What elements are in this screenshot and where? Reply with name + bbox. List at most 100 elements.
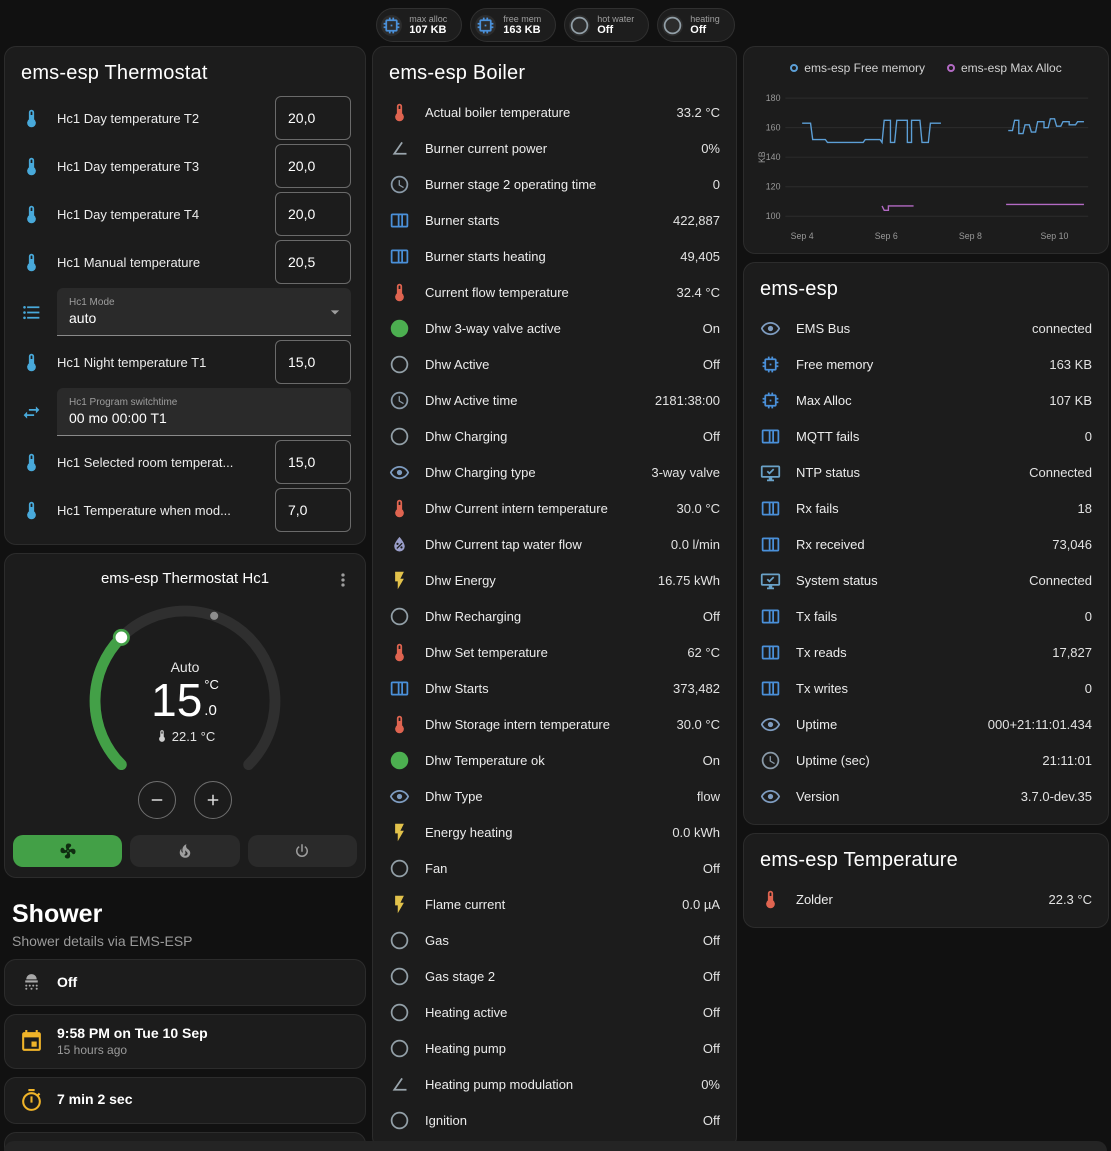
entity-label: EMS Bus xyxy=(796,320,851,336)
dial-arc[interactable] xyxy=(77,593,293,809)
shower-tile[interactable]: 7 min 2 sec xyxy=(4,1076,366,1124)
entity-label: Dhw Temperature ok xyxy=(425,752,545,768)
setting-field[interactable]: Hc1 Program switchtime 00 mo 00:00 T1 xyxy=(57,388,351,436)
entity-row[interactable]: Uptime (sec) 21:11:01 xyxy=(744,742,1108,778)
entity-row[interactable]: Version 3.7.0-dev.35 xyxy=(744,778,1108,814)
entity-label: Dhw Charging xyxy=(425,428,508,444)
hvac-mode-button[interactable] xyxy=(13,835,123,867)
shower-tile[interactable]: 9:58 PM on Tue 10 Sep 15 hours ago xyxy=(4,1014,366,1069)
entity-row[interactable]: Flame current 0.0 µA xyxy=(373,886,736,922)
chart-legend-item[interactable]: ems-esp Free memory xyxy=(790,61,925,75)
svg-text:140: 140 xyxy=(766,152,781,162)
entity-row[interactable]: Dhw Energy 16.75 kWh xyxy=(373,562,736,598)
hvac-mode-button[interactable] xyxy=(130,835,240,867)
entity-label: Version xyxy=(796,788,840,804)
badge-text: hot water Off xyxy=(597,14,634,37)
entity-row[interactable]: Fan Off xyxy=(373,850,736,886)
status-badge[interactable]: heating Off xyxy=(657,8,735,42)
status-badge[interactable]: hot water Off xyxy=(564,8,650,42)
entity-row[interactable]: Dhw Type flow xyxy=(373,778,736,814)
entity-row[interactable]: EMS Bus connected xyxy=(744,310,1108,346)
setting-field[interactable]: 20,0 xyxy=(275,96,351,140)
card-title: ems-esp Thermostat Hc1 xyxy=(5,554,365,587)
entity-value: Off xyxy=(702,608,720,624)
calendar-icon xyxy=(19,1029,44,1054)
entity-label: Max Alloc xyxy=(796,392,852,408)
entity-row[interactable]: Dhw Temperature ok On xyxy=(373,742,736,778)
entity-row[interactable]: Dhw Current intern temperature 30.0 °C xyxy=(373,490,736,526)
entity-row[interactable]: Dhw Current tap water flow 0.0 l/min xyxy=(373,526,736,562)
entity-row[interactable]: Current flow temperature 32.4 °C xyxy=(373,274,736,310)
entity-value: Off xyxy=(702,1004,720,1020)
entity-row[interactable]: NTP status Connected xyxy=(744,454,1108,490)
decrease-temp-button[interactable] xyxy=(138,781,176,819)
entity-row[interactable]: Dhw Active Off xyxy=(373,346,736,382)
entity-row[interactable]: Uptime 000+21:11:01.434 xyxy=(744,706,1108,742)
entity-row[interactable]: Burner current power 0% xyxy=(373,130,736,166)
status-badge[interactable]: max alloc 107 KB xyxy=(376,8,463,42)
setting-field[interactable]: Hc1 Mode auto xyxy=(57,288,351,336)
chart-legend-item[interactable]: ems-esp Max Alloc xyxy=(947,61,1062,75)
entity-value: Off xyxy=(702,968,720,984)
entity-row[interactable]: Energy heating 0.0 kWh xyxy=(373,814,736,850)
setting-label: Hc1 Temperature when mod... xyxy=(57,502,231,518)
entity-label: Uptime xyxy=(796,716,838,732)
thermostat-dial[interactable]: Auto 15 °C .0 22.1 °C xyxy=(77,593,293,809)
entity-row[interactable]: Heating pump Off xyxy=(373,1030,736,1066)
counter-icon xyxy=(760,534,781,555)
entity-row[interactable]: Zolder 22.3 °C xyxy=(744,881,1108,917)
kebab-menu-icon[interactable] xyxy=(329,566,357,594)
entity-row[interactable]: Tx fails 0 xyxy=(744,598,1108,634)
entity-row[interactable]: Dhw Starts 373,482 xyxy=(373,670,736,706)
entity-row[interactable]: Dhw Set temperature 62 °C xyxy=(373,634,736,670)
entity-row[interactable]: Rx received 73,046 xyxy=(744,526,1108,562)
entity-row[interactable]: Dhw Active time 2181:38:00 xyxy=(373,382,736,418)
entity-row[interactable]: MQTT fails 0 xyxy=(744,418,1108,454)
entity-row[interactable]: Rx fails 18 xyxy=(744,490,1108,526)
entity-value: 3-way valve xyxy=(651,464,720,480)
entity-row[interactable]: Gas stage 2 Off xyxy=(373,958,736,994)
circle-outline-icon xyxy=(389,606,410,627)
chevron-down-icon[interactable] xyxy=(325,302,345,322)
shower-subheading: Shower details via EMS-ESP xyxy=(12,933,193,949)
setting-label: Hc1 Selected room temperat... xyxy=(57,454,234,470)
entity-value: Off xyxy=(702,428,720,444)
target-temperature: 15 °C .0 xyxy=(151,677,219,723)
setting-field[interactable]: 20,5 xyxy=(275,240,351,284)
setting-field[interactable]: 7,0 xyxy=(275,488,351,532)
entity-row[interactable]: System status Connected xyxy=(744,562,1108,598)
increase-temp-button[interactable] xyxy=(194,781,232,819)
entity-row[interactable]: Dhw Charging type 3-way valve xyxy=(373,454,736,490)
entity-row[interactable]: Burner starts 422,887 xyxy=(373,202,736,238)
setting-field[interactable]: 15,0 xyxy=(275,440,351,484)
entity-row[interactable]: Tx reads 17,827 xyxy=(744,634,1108,670)
entity-value: 163 KB xyxy=(1049,356,1092,372)
entity-row[interactable]: Actual boiler temperature 33.2 °C xyxy=(373,94,736,130)
angle-icon xyxy=(389,138,410,159)
entity-row[interactable]: Tx writes 0 xyxy=(744,670,1108,706)
entity-row[interactable]: Gas Off xyxy=(373,922,736,958)
entity-row[interactable]: Burner starts heating 49,405 xyxy=(373,238,736,274)
entity-row[interactable]: Max Alloc 107 KB xyxy=(744,382,1108,418)
memory-history-chart: 100 120 140 160 180 Sep 4 Sep 6 Sep 8 Sep 10 KB xyxy=(757,93,1089,241)
thermostat-settings-card: ems-esp Thermostat Hc1 Day temperature T… xyxy=(4,46,366,545)
entity-row[interactable]: Heating active Off xyxy=(373,994,736,1030)
setting-field[interactable]: 20,0 xyxy=(275,144,351,188)
entity-row[interactable]: Dhw Storage intern temperature 30.0 °C xyxy=(373,706,736,742)
thermostat-hc1-card: ems-esp Thermostat Hc1 Auto 15 °C xyxy=(4,553,366,878)
entity-row[interactable]: Ignition Off xyxy=(373,1102,736,1138)
minus-icon xyxy=(148,791,166,809)
memory-icon xyxy=(381,14,403,36)
setting-field[interactable]: 15,0 xyxy=(275,340,351,384)
status-badge[interactable]: free mem 163 KB xyxy=(470,8,557,42)
eye-icon xyxy=(389,462,410,483)
setting-field[interactable]: 20,0 xyxy=(275,192,351,236)
entity-row[interactable]: Burner stage 2 operating time 0 xyxy=(373,166,736,202)
entity-row[interactable]: Free memory 163 KB xyxy=(744,346,1108,382)
entity-row[interactable]: Dhw Charging Off xyxy=(373,418,736,454)
entity-row[interactable]: Heating pump modulation 0% xyxy=(373,1066,736,1102)
hvac-mode-button[interactable] xyxy=(247,835,357,867)
entity-row[interactable]: Dhw 3-way valve active On xyxy=(373,310,736,346)
entity-row[interactable]: Dhw Recharging Off xyxy=(373,598,736,634)
shower-tile[interactable]: Off xyxy=(4,959,366,1006)
